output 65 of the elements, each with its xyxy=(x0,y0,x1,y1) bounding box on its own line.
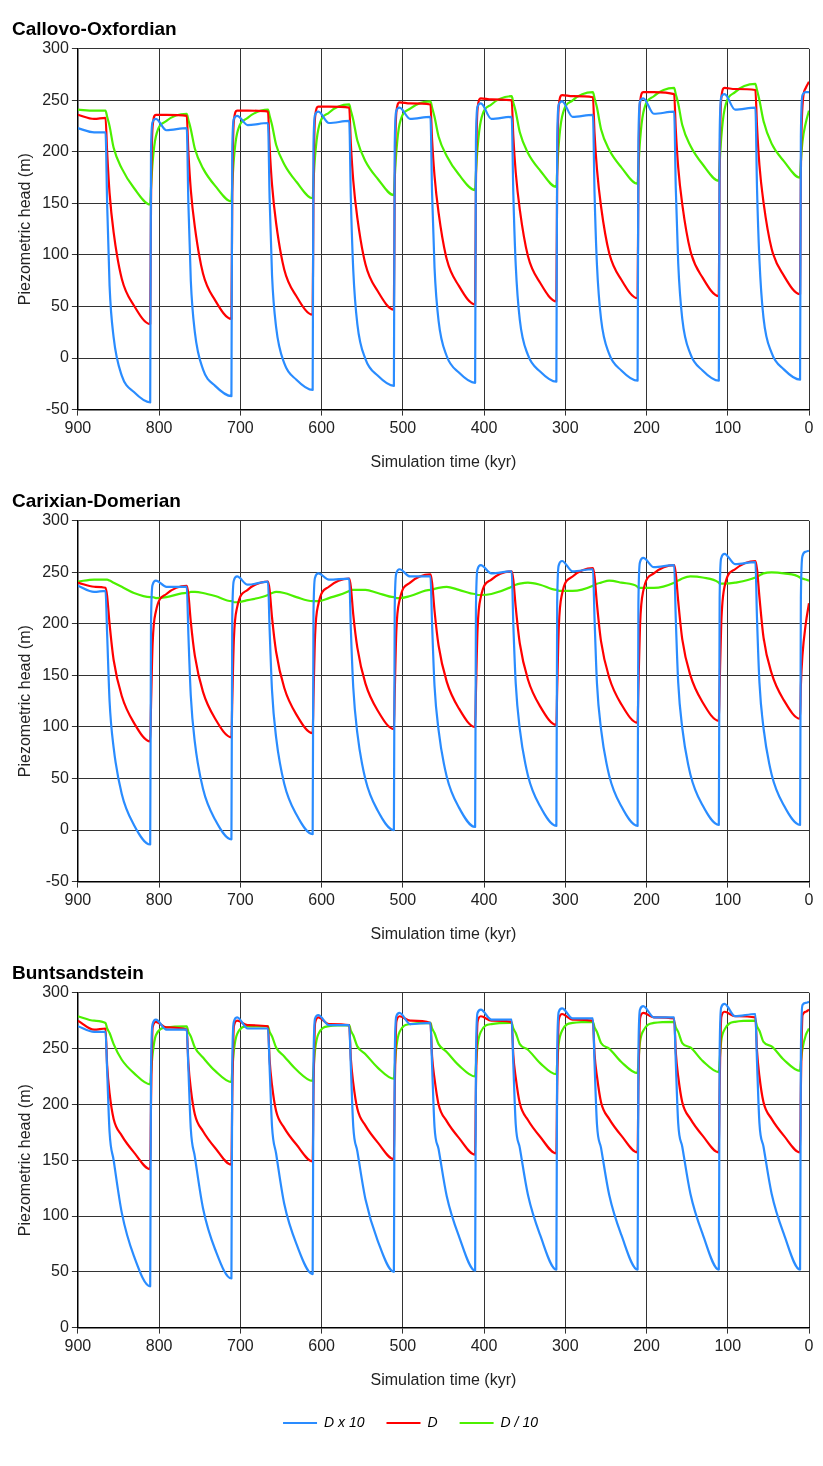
y-tick-label: 200 xyxy=(42,1094,69,1112)
y-tick-label: 300 xyxy=(42,39,69,57)
x-tick-label: 0 xyxy=(804,1336,814,1354)
x-tick-label: 500 xyxy=(389,890,417,908)
x-tick-label: 0 xyxy=(804,418,814,436)
y-tick-label: 300 xyxy=(42,511,69,529)
y-tick-label: 200 xyxy=(42,614,69,632)
x-tick-label: 200 xyxy=(633,890,660,908)
x-tick-label: 600 xyxy=(308,418,336,436)
y-tick-label: 50 xyxy=(51,296,69,314)
x-tick-label: 200 xyxy=(633,1336,660,1354)
y-tick-label: 100 xyxy=(42,717,69,735)
x-tick-label: 300 xyxy=(551,418,579,436)
x-tick-label: 800 xyxy=(145,890,173,908)
legend-label: D x 10 xyxy=(324,1413,365,1430)
chart-title: Buntsandstein xyxy=(12,961,144,983)
y-tick-label: 100 xyxy=(42,245,69,263)
y-tick-label: 0 xyxy=(59,820,69,838)
x-tick-label: 900 xyxy=(64,418,92,436)
y-tick-label: 0 xyxy=(59,348,69,366)
x-tick-label: 400 xyxy=(470,1336,498,1354)
x-axis-title: Simulation time (kyr) xyxy=(370,1370,517,1388)
legend-label: D / 10 xyxy=(500,1413,539,1430)
x-axis-title: Simulation time (kyr) xyxy=(370,452,517,470)
x-tick-label: 900 xyxy=(64,1336,92,1354)
x-tick-label: 400 xyxy=(470,418,498,436)
x-tick-label: 100 xyxy=(714,1336,742,1354)
legend-label: D xyxy=(427,1413,438,1430)
x-tick-label: 500 xyxy=(389,418,417,436)
x-tick-label: 300 xyxy=(551,1336,579,1354)
y-tick-label: -50 xyxy=(45,400,69,418)
chart-title: Carixian-Domerian xyxy=(12,489,181,511)
x-tick-label: 400 xyxy=(470,890,498,908)
y-tick-label: 300 xyxy=(42,983,69,1001)
x-tick-label: 100 xyxy=(714,890,742,908)
x-tick-label: 0 xyxy=(804,890,814,908)
x-tick-label: 700 xyxy=(227,418,254,436)
y-tick-label: 250 xyxy=(42,1039,69,1057)
x-tick-label: 800 xyxy=(145,1336,173,1354)
y-tick-label: 150 xyxy=(42,193,69,211)
x-tick-label: 600 xyxy=(308,1336,336,1354)
y-tick-label: 0 xyxy=(59,1318,69,1336)
y-axis-title: Piezometric head (m) xyxy=(16,625,34,778)
y-tick-label: -50 xyxy=(45,872,69,890)
y-tick-label: 100 xyxy=(42,1206,69,1224)
x-tick-label: 700 xyxy=(227,890,254,908)
y-tick-label: 50 xyxy=(51,768,69,786)
x-tick-label: 800 xyxy=(145,418,173,436)
y-tick-label: 200 xyxy=(42,142,69,160)
y-axis-title: Piezometric head (m) xyxy=(16,153,34,306)
y-tick-label: 50 xyxy=(51,1262,69,1280)
x-tick-label: 600 xyxy=(308,890,336,908)
chart-title: Callovo-Oxfordian xyxy=(12,17,177,39)
x-tick-label: 100 xyxy=(714,418,742,436)
x-tick-label: 300 xyxy=(551,890,579,908)
y-tick-label: 250 xyxy=(42,90,69,108)
x-axis-title: Simulation time (kyr) xyxy=(370,924,517,942)
x-tick-label: 500 xyxy=(389,1336,417,1354)
x-tick-label: 900 xyxy=(64,890,92,908)
x-tick-label: 200 xyxy=(633,418,660,436)
y-tick-label: 150 xyxy=(42,665,69,683)
x-tick-label: 700 xyxy=(227,1336,254,1354)
y-tick-label: 250 xyxy=(42,562,69,580)
y-axis-title: Piezometric head (m) xyxy=(16,1084,34,1237)
y-tick-label: 150 xyxy=(42,1150,69,1168)
